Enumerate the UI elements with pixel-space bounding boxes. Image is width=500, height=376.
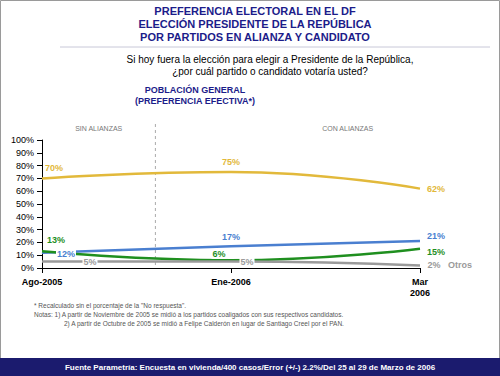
svg-text:POBLACIÓN GENERAL: POBLACIÓN GENERAL (145, 84, 246, 95)
svg-text:SIN ALIANZAS: SIN ALIANZAS (75, 125, 122, 132)
svg-text:100%: 100% (11, 135, 34, 145)
svg-text:Mar: Mar (412, 277, 429, 287)
svg-text:Otros: Otros (448, 260, 472, 270)
svg-text:Ene-2006: Ene-2006 (211, 277, 251, 287)
svg-text:Ago-2005: Ago-2005 (22, 277, 63, 287)
svg-text:Notas: 1) A partir de Noviembr: Notas: 1) A partir de Noviembre de 2005 … (34, 311, 343, 319)
svg-text:PREFERENCIA ELECTORAL EN EL DF: PREFERENCIA ELECTORAL EN EL DF (154, 5, 356, 17)
svg-text:POR PARTIDOS EN ALIANZA Y CAND: POR PARTIDOS EN ALIANZA Y CANDIDATO (140, 31, 370, 43)
svg-text:70%: 70% (16, 173, 34, 183)
svg-text:17%: 17% (222, 232, 240, 242)
svg-text:5%: 5% (240, 257, 253, 267)
svg-text:21%: 21% (427, 231, 445, 241)
svg-text:Fuente Parametría: Encuesta en: Fuente Parametría: Encuesta en vivienda/… (65, 363, 436, 372)
svg-text:2) A partir de Octubre de 2005: 2) A partir de Octubre de 2005 se midió … (64, 320, 344, 328)
svg-text:5%: 5% (83, 257, 96, 267)
svg-text:50%: 50% (16, 199, 34, 209)
svg-text:0%: 0% (21, 263, 34, 273)
svg-text:CON ALIANZAS: CON ALIANZAS (322, 125, 373, 132)
svg-text:2006: 2006 (410, 288, 430, 298)
svg-text:60%: 60% (16, 186, 34, 196)
svg-text:10%: 10% (16, 250, 34, 260)
svg-text:80%: 80% (16, 161, 34, 171)
svg-text:62%: 62% (427, 184, 445, 194)
svg-text:ELECCIÓN PRESIDENTE DE LA REPÚ: ELECCIÓN PRESIDENTE DE LA REPÚBLICA (138, 18, 371, 30)
svg-text:90%: 90% (16, 148, 34, 158)
svg-text:6%: 6% (212, 249, 225, 259)
svg-text:30%: 30% (16, 225, 34, 235)
svg-text:20%: 20% (16, 237, 34, 247)
svg-text:Si hoy fuera la elección para: Si hoy fuera la elección para elegir a P… (127, 54, 414, 65)
svg-text:(PREFERENCIA EFECTIVA*): (PREFERENCIA EFECTIVA*) (135, 96, 255, 106)
svg-text:15%: 15% (427, 247, 445, 257)
svg-text:* Recalculado sin el porcentaj: * Recalculado sin el porcentaje de la "N… (34, 302, 186, 310)
svg-text:2%: 2% (427, 260, 440, 270)
svg-text:75%: 75% (222, 157, 240, 167)
svg-text:13%: 13% (47, 235, 65, 245)
svg-text:12%: 12% (57, 249, 75, 259)
svg-text:70%: 70% (45, 163, 63, 173)
svg-text:40%: 40% (16, 212, 34, 222)
svg-text:¿por cuál partido o candidato: ¿por cuál partido o candidato votaría us… (172, 66, 368, 77)
